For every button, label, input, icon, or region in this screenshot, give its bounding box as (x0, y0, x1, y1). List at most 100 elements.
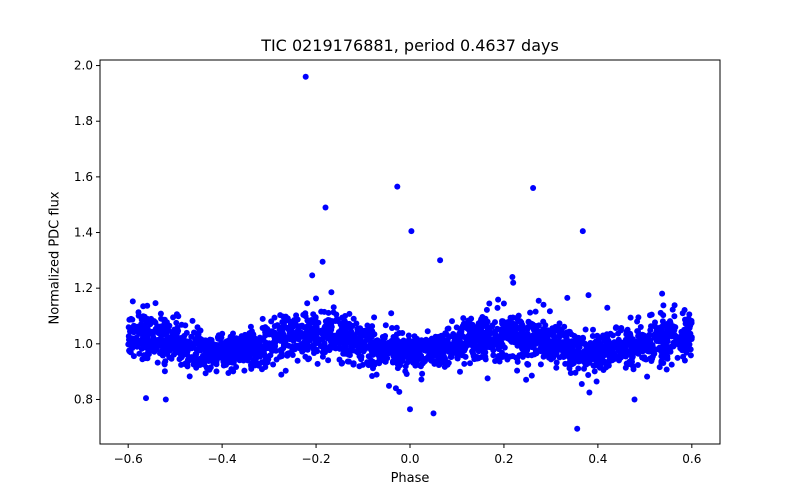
x-tick-label: 0.0 (400, 452, 419, 466)
data-point (640, 332, 647, 339)
data-point (318, 308, 325, 315)
data-point (484, 375, 491, 382)
data-point (154, 359, 161, 366)
data-point (359, 361, 366, 368)
data-point (507, 353, 514, 360)
data-point (603, 331, 610, 338)
data-point (202, 348, 209, 355)
data-point (519, 345, 525, 352)
data-point (444, 336, 451, 343)
data-point (414, 346, 421, 353)
data-point (462, 353, 469, 360)
data-point (495, 296, 502, 303)
data-point (284, 315, 291, 322)
data-point (680, 353, 687, 360)
data-point (503, 323, 510, 330)
data-point (541, 342, 548, 349)
data-point (514, 358, 521, 365)
data-point (471, 356, 478, 363)
data-point (492, 335, 498, 342)
data-point (440, 343, 447, 350)
data-point (659, 290, 666, 297)
data-point (641, 355, 648, 362)
data-point (125, 324, 132, 331)
data-point (262, 364, 269, 370)
data-point (230, 330, 236, 337)
data-point (479, 314, 486, 320)
data-point (133, 336, 140, 342)
data-point (299, 333, 306, 340)
data-point (328, 289, 335, 296)
data-point (482, 356, 489, 363)
data-point (492, 358, 499, 364)
data-point (621, 350, 628, 357)
data-point (591, 368, 598, 375)
data-point (664, 355, 671, 362)
data-point (466, 324, 473, 331)
data-point (244, 357, 251, 364)
outlier-point (408, 228, 415, 235)
outlier-point (162, 396, 169, 403)
y-tick-label: 1.0 (74, 337, 93, 351)
data-point (453, 324, 460, 331)
data-point (590, 355, 597, 362)
data-point (278, 353, 285, 360)
outlier-point (500, 300, 507, 307)
data-point (157, 310, 164, 317)
data-point (173, 319, 180, 326)
data-point (389, 325, 395, 331)
data-point (200, 337, 206, 344)
data-point (321, 329, 328, 336)
data-point (393, 324, 400, 331)
data-point (340, 331, 347, 338)
data-point (219, 353, 226, 360)
data-point (215, 335, 222, 342)
data-point (668, 361, 675, 368)
data-point (390, 334, 397, 340)
data-point (236, 346, 243, 353)
data-point (259, 315, 266, 322)
outlier-point (535, 297, 542, 304)
data-point (271, 342, 278, 349)
axes-frame (99, 59, 721, 445)
data-point (283, 324, 290, 331)
data-point (671, 302, 678, 309)
data-point (593, 361, 600, 368)
outlier-point (574, 425, 581, 432)
data-point (519, 328, 526, 335)
data-point (390, 358, 396, 365)
data-point (310, 311, 317, 318)
data-point (658, 359, 665, 366)
data-point (168, 355, 175, 362)
data-point (688, 320, 695, 326)
data-point (350, 315, 357, 322)
data-point (606, 353, 613, 360)
data-point (305, 356, 312, 363)
data-point (370, 358, 377, 365)
outlier-point (579, 228, 586, 235)
data-point (252, 362, 258, 369)
data-point (424, 328, 431, 335)
outlier-point (140, 303, 147, 310)
data-point (373, 371, 380, 378)
data-point (687, 330, 694, 337)
data-point (405, 332, 412, 339)
data-point (382, 322, 389, 329)
y-tick-label: 1.4 (74, 226, 93, 240)
data-point (445, 348, 452, 355)
data-point (264, 325, 271, 332)
y-tick-label: 1.6 (74, 170, 93, 184)
data-point (647, 312, 653, 319)
data-point (312, 338, 319, 345)
data-point (260, 345, 267, 352)
data-point (332, 333, 339, 340)
data-point (340, 350, 347, 357)
data-point (346, 310, 353, 317)
data-point (210, 359, 217, 366)
data-point (546, 354, 552, 361)
data-point (629, 341, 636, 348)
data-point (222, 359, 229, 366)
outlier-point (407, 406, 413, 413)
data-point (250, 339, 256, 346)
data-point (567, 370, 574, 376)
